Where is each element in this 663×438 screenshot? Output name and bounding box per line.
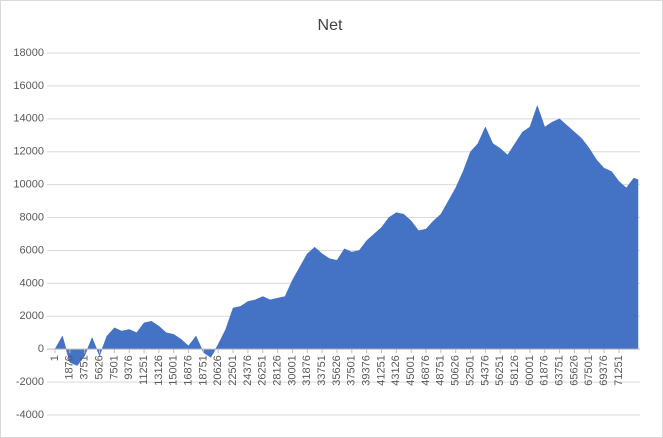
y-tick-label: 0 [38, 343, 44, 355]
y-tick-label: -4000 [16, 409, 44, 421]
x-tick-label: 50626 [450, 355, 462, 386]
y-tick-label: 2000 [20, 310, 44, 322]
x-tick-label: 54376 [479, 355, 491, 386]
x-tick-label: 3751 [79, 355, 91, 379]
x-tick-label: 48751 [435, 355, 447, 386]
x-tick-label: 41251 [375, 355, 387, 386]
x-tick-label: 11251 [138, 355, 150, 385]
x-tick-label: 45001 [405, 355, 417, 386]
y-tick-label: -2000 [16, 376, 44, 388]
x-tick-label: 71251 [613, 355, 625, 386]
y-tick-label: 16000 [13, 80, 44, 92]
x-tick-label: 67501 [583, 355, 595, 386]
x-tick-label: 58126 [509, 355, 521, 386]
x-tick-label: 24376 [242, 355, 254, 386]
x-tick-label: 56251 [494, 355, 506, 386]
chart-title: Net [318, 17, 343, 34]
x-tick-label: 37501 [346, 355, 358, 386]
x-tick-label: 9376 [123, 355, 135, 379]
x-tick-label: 35626 [331, 355, 343, 386]
x-tick-label: 26251 [257, 355, 269, 386]
x-tick-label: 1 [49, 355, 61, 361]
x-tick-label: 43126 [390, 355, 402, 386]
x-tick-label: 15001 [168, 355, 180, 386]
y-tick-label: 4000 [20, 277, 44, 289]
y-tick-label: 8000 [20, 211, 44, 223]
x-tick-label: 65626 [568, 355, 580, 386]
y-tick-label: 6000 [20, 244, 44, 256]
x-tick-label: 13126 [153, 355, 165, 386]
x-tick-label: 28126 [272, 355, 284, 386]
x-tick-label: 39376 [361, 355, 373, 386]
x-tick-label: 1876 [64, 355, 76, 379]
x-tick-label: 18751 [197, 355, 209, 386]
y-tick-label: 10000 [13, 179, 44, 191]
x-tick-label: 63751 [553, 355, 565, 386]
x-tick-label: 30001 [286, 355, 298, 386]
x-tick-label: 61876 [539, 355, 551, 386]
y-tick-label: 14000 [13, 113, 44, 125]
x-tick-label: 46876 [420, 355, 432, 386]
x-tick-label: 22501 [227, 355, 239, 386]
area [54, 104, 639, 366]
x-tick-label: 60001 [524, 355, 536, 386]
y-tick-label: 12000 [13, 146, 44, 158]
x-tick-label: 52501 [464, 355, 476, 386]
x-tick-label: 5626 [93, 355, 105, 379]
x-tick-label: 33751 [316, 355, 328, 386]
y-tick-label: 18000 [13, 47, 44, 59]
x-tick-label: 7501 [108, 355, 120, 379]
x-tick-label: 69376 [598, 355, 610, 386]
x-tick-label: 20626 [212, 355, 224, 386]
x-tick-label: 31876 [301, 355, 313, 386]
x-tick-label: 16876 [182, 355, 194, 386]
